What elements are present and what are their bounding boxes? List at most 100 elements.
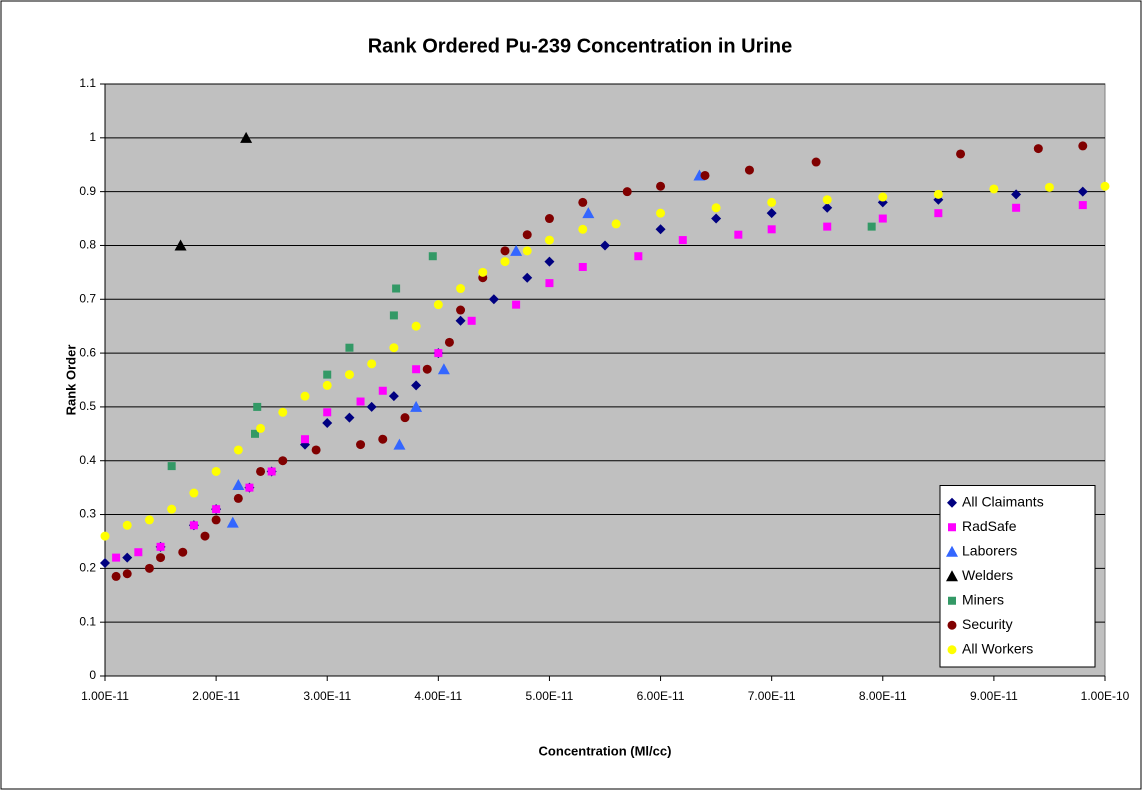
legend-marker: [947, 620, 957, 630]
marker: [378, 386, 387, 395]
marker: [811, 157, 821, 167]
marker: [522, 246, 532, 256]
marker: [122, 520, 132, 530]
marker: [134, 548, 143, 557]
marker: [455, 315, 466, 326]
marker: [211, 515, 221, 525]
marker: [410, 400, 423, 412]
marker: [600, 240, 610, 251]
marker: [411, 321, 421, 331]
marker: [500, 257, 510, 267]
marker: [245, 483, 254, 492]
x-tick-label: 1.00E-11: [81, 689, 129, 703]
marker: [233, 493, 243, 503]
marker: [189, 488, 199, 498]
marker: [251, 429, 259, 438]
marker: [1078, 201, 1087, 210]
marker: [233, 445, 243, 455]
marker: [544, 214, 554, 224]
marker: [256, 466, 266, 476]
legend-label: Miners: [962, 591, 1004, 607]
marker: [400, 413, 410, 423]
marker: [428, 252, 437, 261]
legend-box: [939, 485, 1096, 668]
legend: All Claimants RadSafe Laborers Welders Miner…: [939, 485, 1096, 668]
marker: [356, 440, 366, 450]
legend-label: All Workers: [962, 640, 1033, 656]
marker: [744, 165, 754, 175]
marker: [522, 272, 533, 283]
marker: [122, 552, 133, 563]
marker: [1011, 189, 1022, 200]
marker: [392, 284, 401, 293]
marker: [456, 305, 466, 315]
marker: [323, 370, 332, 379]
legend-label: RadSafe: [962, 518, 1017, 534]
legend-label: Welders: [962, 567, 1013, 583]
marker: [1100, 181, 1110, 191]
marker: [956, 149, 966, 159]
marker: [1033, 144, 1043, 154]
marker: [344, 412, 355, 423]
marker: [622, 187, 632, 197]
marker: [878, 192, 888, 202]
legend-marker: [947, 645, 957, 655]
marker: [311, 445, 321, 455]
x-tick-label: 2.00E-11: [192, 689, 240, 703]
y-tick-label: 0.6: [79, 345, 96, 359]
marker: [656, 208, 666, 218]
legend-label: All Claimants: [962, 493, 1044, 509]
marker: [389, 343, 399, 353]
marker: [544, 256, 555, 267]
marker: [611, 219, 621, 229]
marker: [711, 203, 721, 213]
x-tick-label: 3.00E-11: [303, 689, 351, 703]
marker: [100, 557, 110, 568]
marker: [356, 397, 365, 406]
x-tick-label: 8.00E-11: [859, 689, 907, 703]
marker: [488, 294, 499, 305]
marker: [934, 209, 943, 218]
y-tick-label: 0.4: [79, 453, 96, 467]
series: [174, 131, 253, 251]
y-tick-label: 0.9: [79, 184, 96, 198]
marker: [655, 224, 666, 235]
marker: [766, 208, 777, 219]
marker: [456, 284, 466, 294]
marker: [253, 402, 262, 411]
series: [111, 141, 1088, 581]
marker: [156, 553, 166, 563]
marker: [1078, 141, 1088, 151]
marker: [301, 435, 309, 444]
x-tick-label: 6.00E-11: [637, 689, 685, 703]
marker: [345, 343, 354, 352]
marker: [122, 569, 132, 579]
marker: [700, 170, 710, 180]
marker: [545, 279, 554, 288]
marker: [544, 235, 554, 245]
marker: [467, 316, 476, 325]
x-tick-label: 9.00E-11: [970, 689, 1018, 703]
marker: [500, 246, 510, 256]
marker: [167, 462, 176, 471]
y-axis-title: Rank Order: [63, 345, 78, 416]
marker: [933, 189, 943, 199]
marker: [323, 408, 332, 417]
marker: [1012, 203, 1021, 212]
y-tick-label: 0: [89, 668, 96, 682]
marker: [433, 300, 443, 310]
marker: [656, 181, 666, 191]
marker: [393, 438, 406, 450]
marker: [412, 365, 421, 374]
y-tick-label: 0.2: [79, 561, 96, 575]
marker: [767, 197, 777, 207]
marker: [232, 478, 245, 490]
chart-title: Rank Ordered Pu-239 Concentration in Uri…: [368, 35, 793, 57]
legend-marker: [948, 596, 956, 605]
marker: [1077, 186, 1088, 197]
y-tick-label: 0.5: [79, 399, 96, 413]
legend-marker: [947, 497, 957, 508]
x-tick-label: 1.00E-10: [1081, 689, 1130, 703]
marker: [344, 370, 354, 380]
